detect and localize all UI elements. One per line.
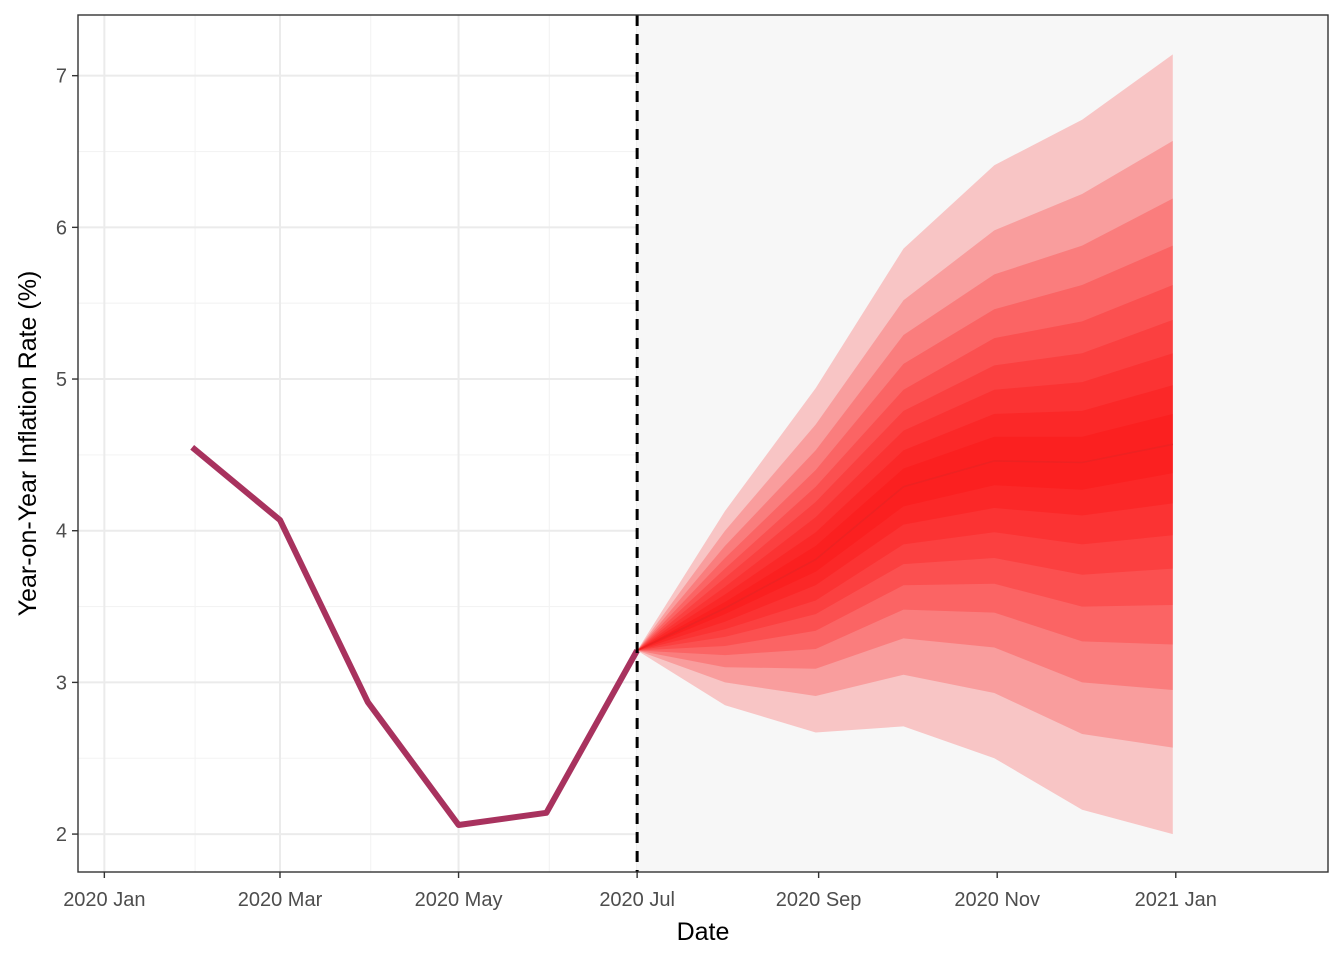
y-tick-label: 7: [56, 66, 67, 88]
fan-band: [637, 413, 1173, 651]
y-tick-label: 4: [56, 521, 67, 543]
y-tick-label: 2: [56, 824, 67, 846]
forecast-median-line: [636, 443, 1173, 652]
x-tick-label: 2020 Nov: [954, 889, 1040, 911]
history-line: [190, 444, 640, 828]
fan-band: [637, 198, 1173, 690]
x-tick-label: 2020 Sep: [776, 889, 862, 911]
plot-area: [78, 15, 1328, 872]
fan-band: [637, 319, 1173, 651]
x-axis-title: Date: [677, 918, 730, 946]
x-tick-label: 2020 Jan: [63, 889, 145, 911]
x-tick-label: 2020 Jul: [599, 889, 675, 911]
y-tick-label: 6: [56, 217, 67, 239]
fan-band: [637, 245, 1173, 656]
fan-band: [637, 285, 1173, 651]
y-tick-label: 3: [56, 672, 67, 694]
fan-band: [637, 353, 1173, 651]
forecast-region-background: [637, 15, 1328, 872]
x-tick-label: 2020 May: [415, 889, 503, 911]
y-tick-label: 5: [56, 369, 67, 391]
panel-border: [77, 14, 1329, 873]
x-tick-label: 2020 Mar: [238, 889, 323, 911]
y-axis-title: Year-on-Year Inflation Rate (%): [14, 271, 42, 617]
x-tick-label: 2021 Jan: [1135, 889, 1217, 911]
fan-band: [637, 54, 1173, 835]
fan-band: [637, 140, 1173, 748]
